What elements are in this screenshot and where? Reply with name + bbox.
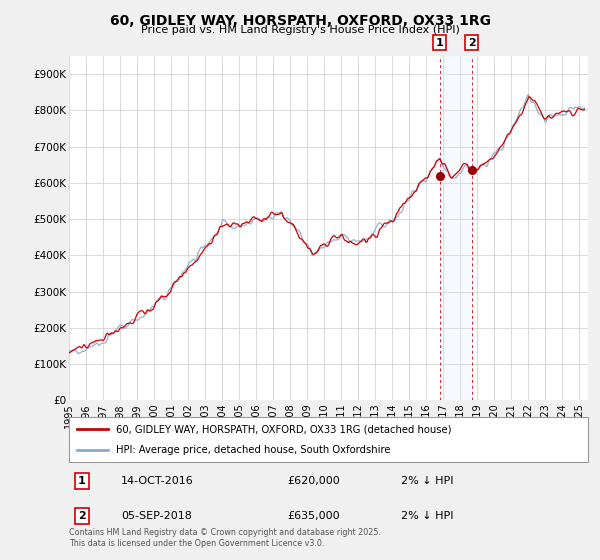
Text: Price paid vs. HM Land Registry's House Price Index (HPI): Price paid vs. HM Land Registry's House …	[140, 25, 460, 35]
Text: Contains HM Land Registry data © Crown copyright and database right 2025.
This d: Contains HM Land Registry data © Crown c…	[69, 528, 381, 548]
Text: 1: 1	[78, 476, 86, 486]
Text: 1: 1	[436, 38, 443, 48]
Text: 2: 2	[78, 511, 86, 521]
Text: 60, GIDLEY WAY, HORSPATH, OXFORD, OX33 1RG (detached house): 60, GIDLEY WAY, HORSPATH, OXFORD, OX33 1…	[116, 424, 451, 435]
Text: 2: 2	[468, 38, 476, 48]
Bar	[440, 56, 472, 400]
Text: 2% ↓ HPI: 2% ↓ HPI	[401, 476, 454, 486]
Text: 05-SEP-2018: 05-SEP-2018	[121, 511, 192, 521]
Text: 2% ↓ HPI: 2% ↓ HPI	[401, 511, 454, 521]
Text: HPI: Average price, detached house, South Oxfordshire: HPI: Average price, detached house, Sout…	[116, 445, 390, 455]
Text: 14-OCT-2016: 14-OCT-2016	[121, 476, 194, 486]
Text: £635,000: £635,000	[287, 511, 340, 521]
Text: 60, GIDLEY WAY, HORSPATH, OXFORD, OX33 1RG: 60, GIDLEY WAY, HORSPATH, OXFORD, OX33 1…	[110, 14, 491, 28]
Text: £620,000: £620,000	[287, 476, 340, 486]
